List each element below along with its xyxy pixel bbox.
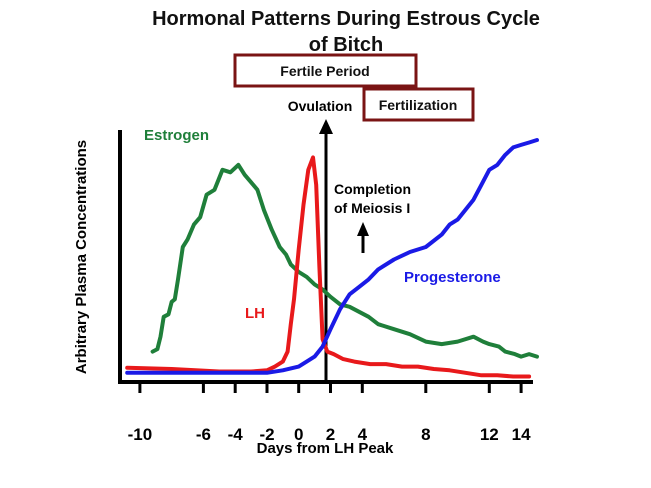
x-tick-label: -4	[228, 425, 244, 444]
series-label-progesterone: Progesterone	[404, 269, 501, 286]
x-ticks: -10 -6 -4 -2 0 2 4 8 12 14	[128, 382, 531, 444]
x-tick-label: 14	[512, 425, 531, 444]
x-tick-label: -6	[196, 425, 211, 444]
x-tick-label: 2	[326, 425, 335, 444]
x-tick-label: 4	[358, 425, 368, 444]
chart-title-line-1: Hormonal Patterns During Estrous Cycle	[152, 8, 540, 30]
x-tick-label: 12	[480, 425, 499, 444]
series-line-progesterone	[125, 138, 539, 375]
series-layer	[125, 138, 539, 379]
x-tick-label: -10	[128, 425, 153, 444]
x-tick-label: -2	[259, 425, 274, 444]
series-label-lh: LH	[245, 305, 265, 322]
ovulation-arrowhead	[319, 119, 333, 134]
meiosis-arrowhead	[357, 222, 369, 236]
chart-title-line-2: of Bitch	[309, 34, 383, 56]
meiosis-label-line-1: Completion	[334, 181, 411, 197]
series-line-lh	[125, 155, 532, 379]
y-axis-label: Arbitrary Plasma Concentrations	[73, 140, 90, 374]
x-tick-label: 8	[421, 425, 430, 444]
x-tick-label: 0	[294, 425, 303, 444]
fertile-period-box	[233, 53, 418, 88]
ovulation-label: Ovulation	[288, 98, 353, 114]
fertile-period-label: Fertile Period	[280, 63, 369, 79]
series-line-estrogen	[150, 162, 539, 359]
meiosis-label-line-2: of Meiosis I	[334, 200, 410, 216]
x-axis-label: Days from LH Peak	[257, 440, 394, 457]
series-label-estrogen: Estrogen	[144, 127, 209, 144]
fertilization-label: Fertilization	[379, 97, 458, 113]
fertilization-box	[362, 87, 475, 122]
